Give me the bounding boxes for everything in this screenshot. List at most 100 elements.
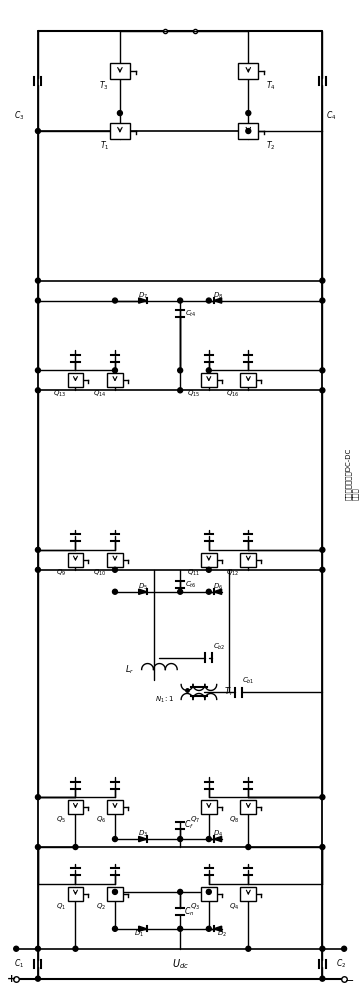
- Text: $Q_5$: $Q_5$: [56, 815, 67, 825]
- Text: $C_{b1}$: $C_{b1}$: [243, 676, 255, 686]
- Circle shape: [113, 368, 117, 373]
- Text: $Q_{11}$: $Q_{11}$: [187, 568, 200, 578]
- Circle shape: [206, 589, 211, 594]
- Text: $C_{t4}$: $C_{t4}$: [185, 308, 197, 319]
- Circle shape: [320, 388, 325, 393]
- Bar: [239, 63, 258, 79]
- Circle shape: [113, 926, 117, 931]
- Text: $Q_7$: $Q_7$: [190, 815, 200, 825]
- Text: $C_4$: $C_4$: [326, 110, 337, 122]
- Text: $D_7$: $D_7$: [138, 291, 148, 301]
- Circle shape: [206, 368, 211, 373]
- Circle shape: [113, 589, 117, 594]
- Text: $L_r$: $L_r$: [125, 663, 135, 676]
- Text: $C_3$: $C_3$: [14, 110, 24, 122]
- Circle shape: [320, 976, 325, 981]
- Circle shape: [113, 837, 117, 842]
- Text: $C_f$: $C_f$: [184, 819, 194, 831]
- Circle shape: [178, 926, 182, 931]
- Circle shape: [35, 298, 41, 303]
- Bar: [107, 553, 123, 567]
- Polygon shape: [139, 836, 147, 842]
- Circle shape: [320, 368, 325, 373]
- Polygon shape: [214, 298, 222, 303]
- Text: $D_3$: $D_3$: [138, 829, 148, 839]
- Text: $N_1:1$: $N_1:1$: [155, 694, 174, 705]
- Text: $C_{t6}$: $C_{t6}$: [185, 580, 197, 590]
- Text: $D_6$: $D_6$: [212, 582, 223, 592]
- Circle shape: [35, 845, 41, 850]
- Polygon shape: [214, 926, 222, 931]
- Circle shape: [35, 368, 41, 373]
- Text: $D_8$: $D_8$: [212, 291, 223, 301]
- Text: $Q_9$: $Q_9$: [56, 568, 67, 578]
- Circle shape: [206, 837, 211, 842]
- Circle shape: [35, 567, 41, 572]
- Text: $Q_{15}$: $Q_{15}$: [186, 388, 200, 399]
- Circle shape: [206, 567, 211, 572]
- Circle shape: [206, 926, 211, 931]
- Text: $Q_2$: $Q_2$: [96, 902, 106, 912]
- Text: $Q_8$: $Q_8$: [229, 815, 239, 825]
- Bar: [240, 553, 256, 567]
- Circle shape: [35, 976, 41, 981]
- Text: $T_3$: $T_3$: [100, 79, 109, 92]
- Bar: [110, 63, 130, 79]
- Text: $Q_1$: $Q_1$: [56, 902, 67, 912]
- Text: $Q_{13}$: $Q_{13}$: [53, 388, 67, 399]
- Circle shape: [113, 298, 117, 303]
- Circle shape: [246, 129, 251, 134]
- Text: $T_4$: $T_4$: [266, 79, 276, 92]
- Circle shape: [320, 298, 325, 303]
- Circle shape: [320, 845, 325, 850]
- Bar: [110, 123, 130, 139]
- Circle shape: [320, 567, 325, 572]
- Text: +: +: [7, 974, 16, 984]
- Bar: [68, 887, 83, 901]
- Circle shape: [342, 946, 346, 951]
- Text: $Q_{16}$: $Q_{16}$: [226, 388, 239, 399]
- Text: $D_4$: $D_4$: [212, 829, 223, 839]
- Circle shape: [117, 111, 122, 116]
- Circle shape: [35, 278, 41, 283]
- Polygon shape: [139, 589, 147, 594]
- Circle shape: [246, 845, 251, 850]
- Bar: [68, 553, 83, 567]
- Text: $Q_6$: $Q_6$: [96, 815, 106, 825]
- Text: $T_1$: $T_1$: [100, 139, 109, 152]
- Circle shape: [14, 946, 19, 951]
- Text: $C_{b2}$: $C_{b2}$: [213, 641, 226, 652]
- Circle shape: [35, 946, 41, 951]
- Bar: [239, 123, 258, 139]
- Circle shape: [320, 795, 325, 800]
- Text: $Q_{14}$: $Q_{14}$: [93, 388, 106, 399]
- Text: 三电平双有源桥DC-DC
变换器: 三电平双有源桥DC-DC 变换器: [345, 448, 359, 500]
- Bar: [240, 800, 256, 814]
- Bar: [107, 373, 123, 387]
- Circle shape: [246, 111, 251, 116]
- Text: $T_r$: $T_r$: [224, 686, 233, 698]
- Polygon shape: [139, 926, 147, 931]
- Text: $C_n$: $C_n$: [184, 906, 194, 918]
- Circle shape: [178, 837, 182, 842]
- Bar: [240, 887, 256, 901]
- Circle shape: [178, 388, 182, 393]
- Text: $T_2$: $T_2$: [266, 139, 275, 152]
- Circle shape: [246, 946, 251, 951]
- Circle shape: [35, 795, 41, 800]
- Bar: [240, 373, 256, 387]
- Polygon shape: [214, 589, 222, 594]
- Text: $-$: $-$: [344, 974, 354, 984]
- Circle shape: [320, 547, 325, 552]
- Circle shape: [178, 298, 182, 303]
- Text: $C_1$: $C_1$: [14, 957, 24, 970]
- Circle shape: [113, 567, 117, 572]
- Circle shape: [206, 889, 211, 894]
- Circle shape: [320, 946, 325, 951]
- Circle shape: [73, 946, 78, 951]
- Text: $Q_{10}$: $Q_{10}$: [93, 568, 106, 578]
- Bar: [107, 887, 123, 901]
- Bar: [201, 800, 217, 814]
- Circle shape: [320, 278, 325, 283]
- Text: $Q_{12}$: $Q_{12}$: [226, 568, 239, 578]
